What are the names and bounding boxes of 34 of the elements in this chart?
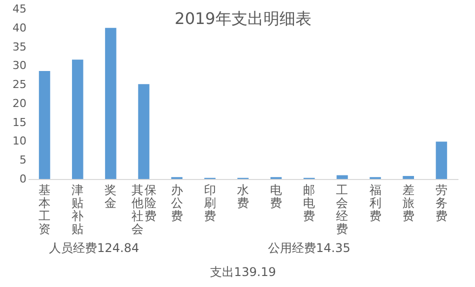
y-tick-label: 45 (12, 2, 26, 16)
x-tick-label: 印刷费 (204, 183, 216, 223)
y-tick-label: 30 (12, 59, 26, 72)
x-tick-label: 邮电费 (303, 183, 316, 223)
category-label: 其他社会保险费 (131, 183, 156, 236)
y-tick-label: 20 (12, 96, 26, 110)
x-tick-label: 奖金 (104, 183, 117, 210)
x-tick-label: 办公费 (170, 183, 183, 223)
x-tick-label: 工会经费 (336, 183, 348, 236)
text: 支出139.19 (210, 265, 276, 279)
x-tick-label: 津贴补贴 (72, 183, 84, 236)
bar (105, 28, 116, 179)
text: 公用经费14.35 (268, 241, 350, 255)
x-tick-label: 水费 (237, 183, 249, 210)
x-tick-label: 基本工资 (38, 183, 51, 236)
x-tick-label: 劳务费 (435, 183, 448, 223)
y-tick-label: 40 (12, 21, 26, 34)
y-tick-label: 5 (20, 154, 26, 167)
x-tick-label: 福利费 (369, 183, 382, 223)
x-tick-label: 差旅费 (402, 183, 414, 223)
y-tick-label: 35 (12, 40, 26, 54)
chart-title: 2019年支出明细表 (174, 9, 312, 28)
bar (138, 84, 150, 179)
y-tick-label: 25 (12, 78, 26, 92)
text: 人员经费124.84 (49, 241, 140, 255)
bar (436, 142, 448, 179)
bar (38, 70, 50, 179)
y-tick-label: 0 (20, 172, 26, 186)
bar (402, 176, 414, 179)
x-tick-label: 电费 (270, 183, 282, 210)
y-tick-label: 10 (12, 134, 26, 148)
bar (336, 175, 348, 179)
y-tick-label: 15 (12, 116, 26, 129)
bar (72, 60, 84, 179)
